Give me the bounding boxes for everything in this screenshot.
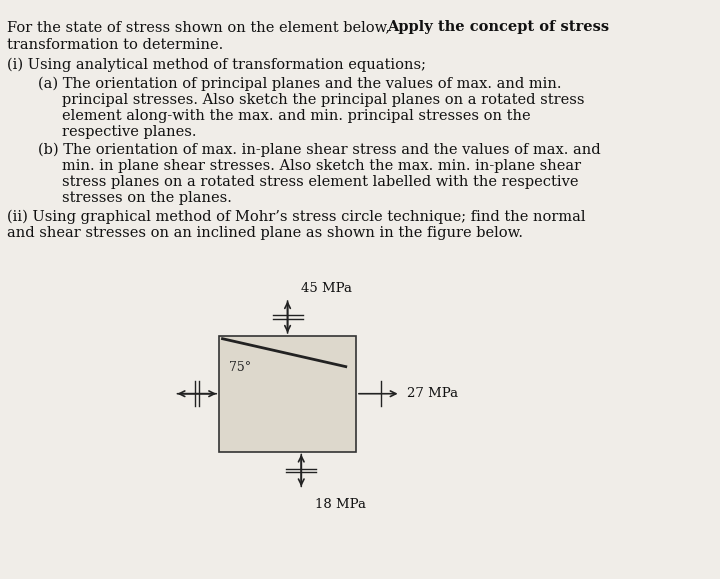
Text: and shear stresses on an inclined plane as shown in the figure below.: and shear stresses on an inclined plane … (7, 226, 523, 240)
Text: For the state of stress shown on the element below,: For the state of stress shown on the ele… (7, 20, 395, 34)
Text: (b) The orientation of max. in-plane shear stress and the values of max. and: (b) The orientation of max. in-plane she… (37, 142, 600, 157)
Text: 75°: 75° (228, 361, 251, 373)
FancyBboxPatch shape (219, 336, 356, 452)
Text: stresses on the planes.: stresses on the planes. (62, 191, 232, 205)
Text: 45 MPa: 45 MPa (301, 283, 352, 295)
Text: 18 MPa: 18 MPa (315, 498, 366, 511)
Text: min. in plane shear stresses. Also sketch the max. min. in-plane shear: min. in plane shear stresses. Also sketc… (62, 159, 581, 173)
Text: (a) The orientation of principal planes and the values of max. and min.: (a) The orientation of principal planes … (37, 76, 561, 91)
Text: respective planes.: respective planes. (62, 125, 196, 139)
Text: (i) Using analytical method of transformation equations;: (i) Using analytical method of transform… (7, 58, 426, 72)
Text: (ii) Using graphical method of Mohr’s stress circle technique; find the normal: (ii) Using graphical method of Mohr’s st… (7, 210, 585, 224)
Text: stress planes on a rotated stress element labelled with the respective: stress planes on a rotated stress elemen… (62, 175, 578, 189)
Text: transformation to determine.: transformation to determine. (7, 38, 223, 52)
Text: Apply the concept of stress: Apply the concept of stress (387, 20, 609, 34)
Text: 27 MPa: 27 MPa (408, 387, 459, 400)
Text: principal stresses. Also sketch the principal planes on a rotated stress: principal stresses. Also sketch the prin… (62, 93, 584, 107)
Text: element along-with the max. and min. principal stresses on the: element along-with the max. and min. pri… (62, 109, 530, 123)
